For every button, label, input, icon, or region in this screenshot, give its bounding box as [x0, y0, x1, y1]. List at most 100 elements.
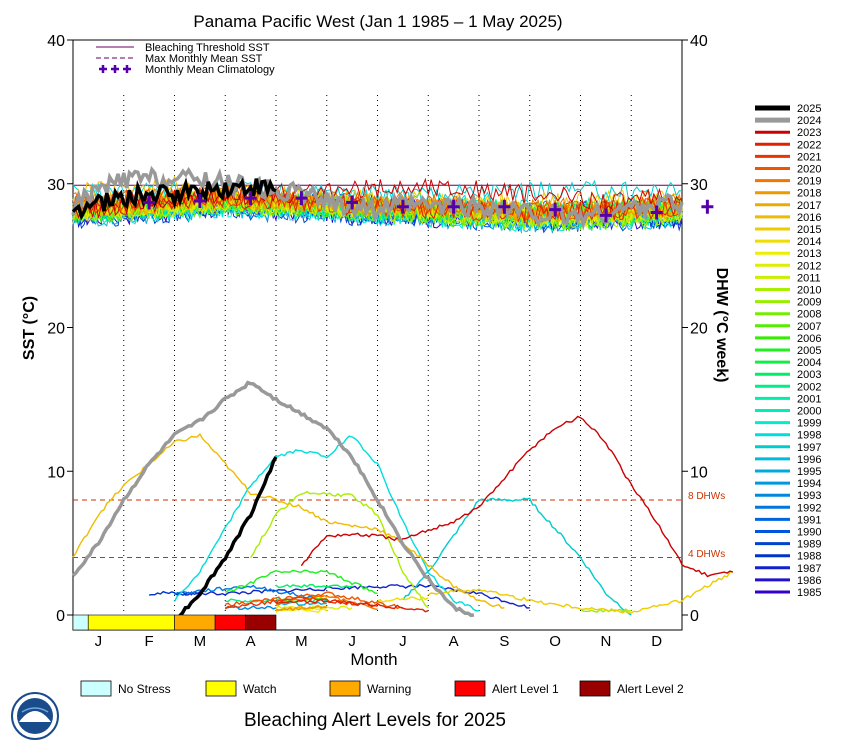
alert-bar-segment: [87, 614, 175, 631]
y-ticks-left: 0 10 20 30 40: [47, 33, 73, 625]
year-legend-label: 2010: [797, 285, 821, 297]
dhw-line-2005: [224, 569, 378, 595]
year-legend-label: 2025: [797, 103, 821, 115]
year-legend-item: 1992: [755, 502, 821, 514]
y-tick-label-left: 20: [47, 321, 65, 338]
y-tick-label-right: 30: [690, 177, 708, 194]
dhw-series-lines: [71, 380, 733, 618]
year-legend-label: 1991: [797, 514, 821, 526]
climatology-marker: [143, 195, 156, 210]
year-legend-label: 2007: [797, 321, 821, 333]
year-legend-label: 1997: [797, 442, 821, 454]
year-legend-label: 2017: [797, 200, 821, 212]
x-tick-label: J: [348, 633, 356, 650]
year-legend-item: 1997: [755, 442, 821, 454]
x-tick-label: J: [95, 633, 103, 650]
x-tick-label: A: [246, 633, 256, 650]
alert-bar: [72, 614, 277, 631]
year-legend-label: 2002: [797, 381, 821, 393]
sst-line-2024: [71, 165, 684, 231]
year-legend-label: 2023: [797, 127, 821, 139]
y-tick-label-right: 40: [690, 33, 708, 50]
sst-series-lines: [71, 165, 684, 234]
year-legend-item: 2003: [755, 369, 821, 381]
y-tick-label-right: 10: [690, 464, 708, 481]
year-legend-label: 1994: [797, 478, 821, 490]
dhw-line-1993: [225, 605, 277, 611]
alert-level-item: Alert Level 1: [454, 680, 559, 697]
alert-level-label: Warning: [367, 682, 411, 696]
year-legend-item: 2021: [755, 151, 821, 163]
alert-level-label: Alert Level 2: [617, 682, 684, 696]
alert-level-label: No Stress: [118, 682, 171, 696]
year-legend-item: 2024: [755, 115, 821, 127]
year-legend-label: 2000: [797, 406, 821, 418]
x-tick-label: D: [651, 633, 662, 650]
dhw-line-2025: [178, 456, 278, 618]
y-ticks-right: 0 10 20 30 40: [682, 33, 708, 625]
climatology-marker: [599, 208, 612, 223]
footer-title: Bleaching Alert Levels for 2025: [244, 710, 506, 731]
year-legend-item: 2014: [755, 236, 821, 248]
year-legend-item: 1989: [755, 539, 821, 551]
alert-level-item: No Stress: [80, 680, 171, 697]
alert-level-label: Watch: [243, 682, 277, 696]
year-legend-label: 2001: [797, 393, 821, 405]
year-legend-item: 2016: [755, 212, 821, 224]
year-legend-item: 1988: [755, 551, 821, 563]
year-legend-label: 2022: [797, 139, 821, 151]
year-legend-label: 2004: [797, 357, 821, 369]
year-legend-item: 2001: [755, 393, 821, 405]
year-legend-label: 1998: [797, 430, 821, 442]
climatology-marker: [396, 199, 409, 214]
year-legend-label: 1985: [797, 587, 821, 599]
y-tick-label-left: 10: [47, 464, 65, 481]
dhw-line-2017: [275, 604, 327, 612]
dhw-line-2003: [275, 583, 353, 589]
year-legend-item: 1991: [755, 514, 821, 526]
alert-level-item: Watch: [205, 680, 277, 697]
year-legend-label: 1996: [797, 454, 821, 466]
x-tick-label: S: [499, 633, 509, 650]
y-axis-label-left: SST (°C): [21, 296, 38, 360]
year-legend-label: 2013: [797, 248, 821, 260]
year-legend-label: 1986: [797, 575, 821, 587]
year-legend-item: 2000: [755, 406, 821, 418]
mmm-legend-label: Max Monthly Mean SST: [145, 53, 263, 65]
climatology-marker: [498, 199, 511, 214]
year-legend-label: 2003: [797, 369, 821, 381]
year-legend-item: 1986: [755, 575, 821, 587]
year-legend-label: 2016: [797, 212, 821, 224]
threshold-legend-label: Bleaching Threshold SST: [145, 42, 270, 54]
year-legend-label: 2006: [797, 333, 821, 345]
climatology-marker: [701, 199, 714, 214]
alert-level-swatch: [329, 680, 361, 697]
year-legend-label: 1992: [797, 502, 821, 514]
year-legend-item: 2025: [755, 103, 821, 115]
year-legend-label: 2018: [797, 188, 821, 200]
alert-level-swatch: [454, 680, 486, 697]
alert-level-label: Alert Level 1: [492, 682, 559, 696]
year-legend-item: 1998: [755, 430, 821, 442]
year-legend-item: 2006: [755, 333, 821, 345]
climatology-marker: [549, 202, 562, 217]
year-legend-label: 1987: [797, 563, 821, 575]
alert-level-swatch: [205, 680, 237, 697]
year-legend-item: 1996: [755, 454, 821, 466]
year-legend-label: 2014: [797, 236, 821, 248]
year-legend-label: 2012: [797, 260, 821, 272]
year-legend: 2025202420232022202120202019201820172016…: [755, 103, 821, 599]
alert-bar-segment: [245, 614, 277, 631]
x-tick-label: M: [295, 633, 308, 650]
year-legend-item: 2005: [755, 345, 821, 357]
dhw-line-1998: [173, 435, 480, 612]
dhw-line-1987: [174, 583, 530, 609]
y-axis-label-right: DHW (°C week): [713, 268, 730, 383]
year-legend-item: 1994: [755, 478, 821, 490]
year-legend-label: 2008: [797, 309, 821, 321]
x-tick-label: J: [399, 633, 407, 650]
dhw8-label: 8 DHWs: [688, 491, 725, 502]
sst-line-2025: [71, 177, 277, 221]
